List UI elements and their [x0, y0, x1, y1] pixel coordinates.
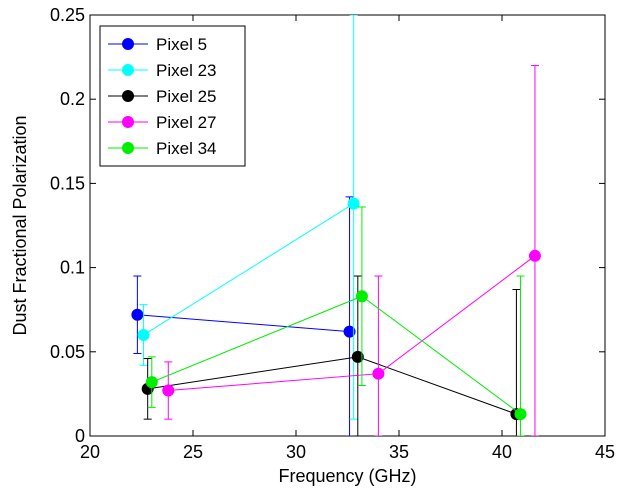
legend-marker — [122, 38, 134, 50]
legend-label: Pixel 27 — [156, 113, 216, 132]
legend-label: Pixel 34 — [156, 139, 216, 158]
y-tick-label: 0.2 — [60, 89, 85, 109]
series-line — [137, 314, 350, 333]
legend-label: Pixel 5 — [156, 35, 207, 54]
y-tick-label: 0.15 — [50, 173, 85, 193]
series-group — [131, 15, 541, 436]
y-tick-label: 0.05 — [50, 342, 85, 362]
y-tick-label: 0 — [75, 426, 85, 446]
data-point — [351, 350, 364, 363]
legend-marker — [122, 90, 134, 102]
legend-marker — [122, 64, 134, 76]
y-axis-label: Dust Fractional Polarization — [10, 115, 30, 335]
y-tick-label: 0.25 — [50, 5, 85, 25]
legend-marker — [122, 142, 134, 154]
data-point — [145, 376, 158, 389]
legend-label: Pixel 23 — [156, 61, 216, 80]
series-line — [143, 203, 354, 336]
legend-marker — [122, 116, 134, 128]
x-tick-label: 30 — [286, 442, 306, 462]
x-tick-label: 35 — [389, 442, 409, 462]
data-point — [347, 197, 360, 210]
data-layer — [131, 15, 541, 436]
data-point — [343, 325, 356, 338]
x-tick-label: 25 — [183, 442, 203, 462]
data-point — [162, 384, 175, 397]
legend-label: Pixel 25 — [156, 87, 216, 106]
data-point — [137, 328, 150, 341]
data-point — [131, 308, 144, 321]
x-tick-label: 20 — [80, 442, 100, 462]
x-tick-label: 40 — [492, 442, 512, 462]
x-tick-label: 45 — [595, 442, 615, 462]
x-axis-label: Frequency (GHz) — [278, 466, 416, 486]
axis-ticks: 20 25 30 35 40 45 0 0.05 0.1 0.15 0.2 0.25 — [50, 5, 615, 462]
data-point — [528, 249, 541, 262]
data-point — [514, 408, 527, 421]
legend: Pixel 5 Pixel 23 Pixel 25 Pixel 27 Pixel 34 — [99, 25, 246, 167]
y-tick-label: 0.1 — [60, 258, 85, 278]
data-point — [355, 290, 368, 303]
data-point — [372, 367, 385, 380]
